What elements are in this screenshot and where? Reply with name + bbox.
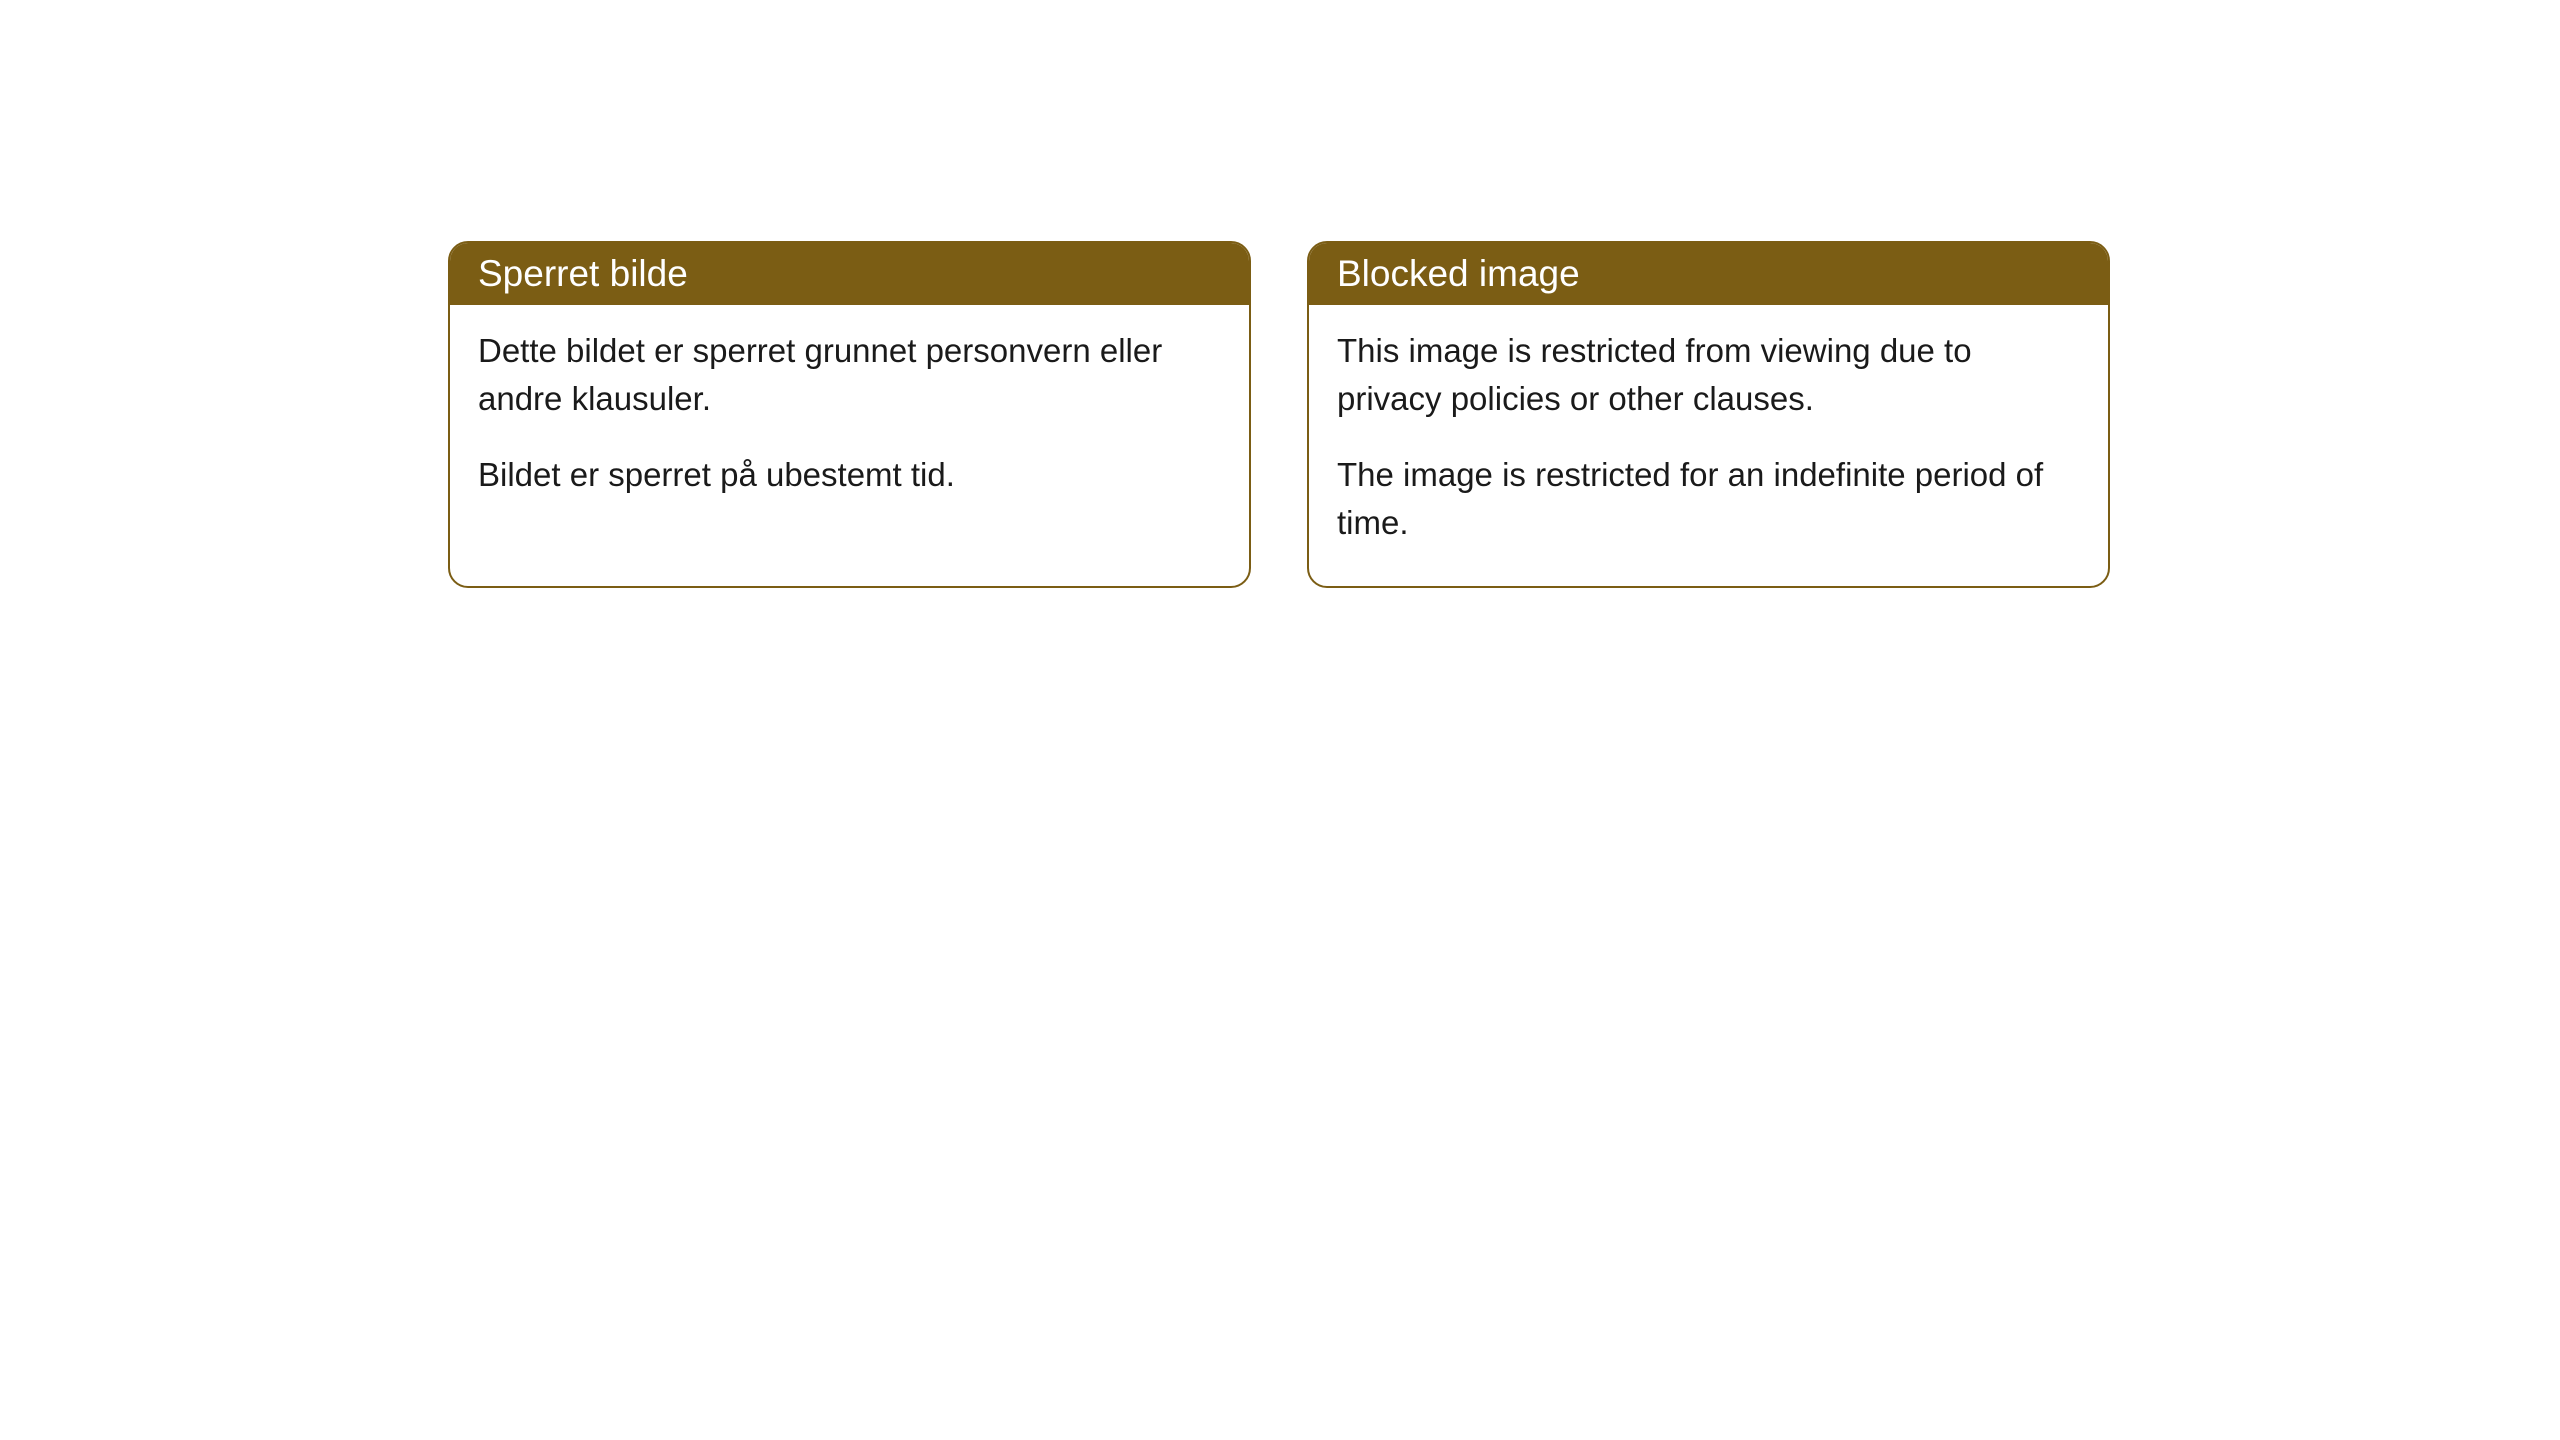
- card-title-norwegian: Sperret bilde: [478, 253, 688, 294]
- notice-card-english: Blocked image This image is restricted f…: [1307, 241, 2110, 588]
- card-header-norwegian: Sperret bilde: [450, 243, 1249, 305]
- card-header-english: Blocked image: [1309, 243, 2108, 305]
- card-text-norwegian-p2: Bildet er sperret på ubestemt tid.: [478, 451, 1221, 499]
- card-title-english: Blocked image: [1337, 253, 1580, 294]
- card-body-english: This image is restricted from viewing du…: [1309, 305, 2108, 586]
- notice-cards-container: Sperret bilde Dette bildet er sperret gr…: [448, 241, 2110, 588]
- card-body-norwegian: Dette bildet er sperret grunnet personve…: [450, 305, 1249, 539]
- card-text-english-p2: The image is restricted for an indefinit…: [1337, 451, 2080, 547]
- notice-card-norwegian: Sperret bilde Dette bildet er sperret gr…: [448, 241, 1251, 588]
- card-text-norwegian-p1: Dette bildet er sperret grunnet personve…: [478, 327, 1221, 423]
- card-text-english-p1: This image is restricted from viewing du…: [1337, 327, 2080, 423]
